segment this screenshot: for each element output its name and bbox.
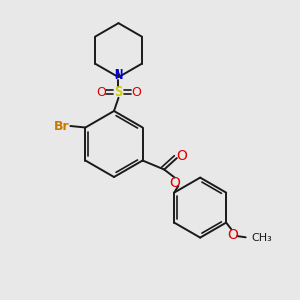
Text: O: O xyxy=(96,86,106,99)
Text: CH₃: CH₃ xyxy=(252,233,272,243)
Text: O: O xyxy=(131,86,141,99)
Text: O: O xyxy=(177,149,188,163)
Text: O: O xyxy=(227,228,238,242)
Text: O: O xyxy=(169,176,180,190)
Text: N: N xyxy=(114,68,123,82)
Text: Br: Br xyxy=(54,119,70,133)
Text: S: S xyxy=(114,85,123,99)
